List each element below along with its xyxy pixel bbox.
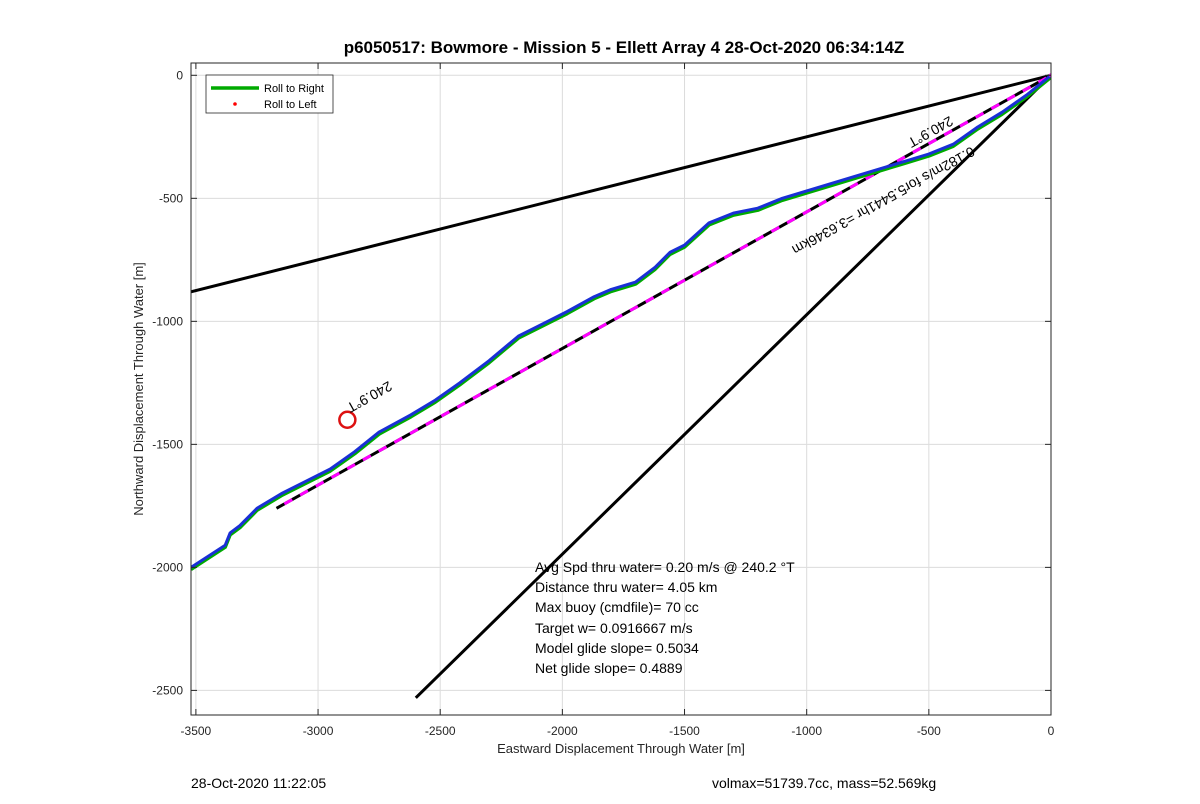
legend-swatch-roll-left xyxy=(233,102,237,106)
x-tick-label: -2500 xyxy=(425,724,456,738)
axis-ticks: -3500 -3000 -2500 -2000 -1500 -1000 -500 0 0 -500… xyxy=(152,63,1055,738)
bearing-bound-line xyxy=(414,74,1051,699)
y-tick-label: 0 xyxy=(176,68,183,82)
footer-summary: volmax=51739.7cc, mass=52.569kg xyxy=(712,775,937,791)
grid xyxy=(191,63,1052,715)
legend: Roll to Right Roll to Left xyxy=(205,74,334,114)
plot-marks xyxy=(191,73,1051,699)
x-tick-label: -3000 xyxy=(303,724,334,738)
legend-label-roll-right: Roll to Right xyxy=(264,83,324,95)
glider-track xyxy=(191,74,1051,569)
x-tick-label: 0 xyxy=(1048,724,1055,738)
target-marker xyxy=(338,410,357,430)
y-tick-label: -500 xyxy=(159,191,183,205)
x-tick-label: -500 xyxy=(917,724,941,738)
y-tick-label: -1000 xyxy=(152,314,183,328)
x-tick-label: -3500 xyxy=(181,724,212,738)
stats-line-model-slope: Model glide slope= 0.5034 xyxy=(535,640,699,656)
x-tick-label: -2000 xyxy=(547,724,578,738)
bearing-bound-line xyxy=(191,73,1051,294)
stats-line-net-slope: Net glide slope= 0.4889 xyxy=(535,660,683,676)
plot-area xyxy=(191,63,1051,715)
stats-line-max-buoy: Max buoy (cmdfile)= 70 cc xyxy=(535,599,699,615)
dashed-line-magenta xyxy=(275,73,1051,510)
legend-label-roll-left: Roll to Left xyxy=(264,99,317,111)
chart-title: p6050517: Bowmore - Mission 5 - Ellett A… xyxy=(344,38,905,57)
legend-box xyxy=(205,74,334,114)
x-tick-label: -1500 xyxy=(669,724,700,738)
y-tick-label: -1500 xyxy=(152,437,183,451)
y-tick-label: -2000 xyxy=(152,560,183,574)
stats-line-speed: Avg Spd thru water= 0.20 m/s @ 240.2 °T xyxy=(535,559,795,575)
roll-right-track xyxy=(191,75,1051,571)
footer-timestamp: 28-Oct-2020 11:22:05 xyxy=(191,775,327,791)
x-axis-label: Eastward Displacement Through Water [m] xyxy=(497,741,745,756)
plot-box xyxy=(190,62,1052,716)
stats-line-target-w: Target w= 0.0916667 m/s xyxy=(535,620,693,636)
y-tick-label: -2500 xyxy=(152,683,183,697)
y-axis-label: Northward Displacement Through Water [m] xyxy=(131,262,146,516)
stats-line-distance: Distance thru water= 4.05 km xyxy=(535,579,717,595)
x-tick-label: -1000 xyxy=(791,724,822,738)
